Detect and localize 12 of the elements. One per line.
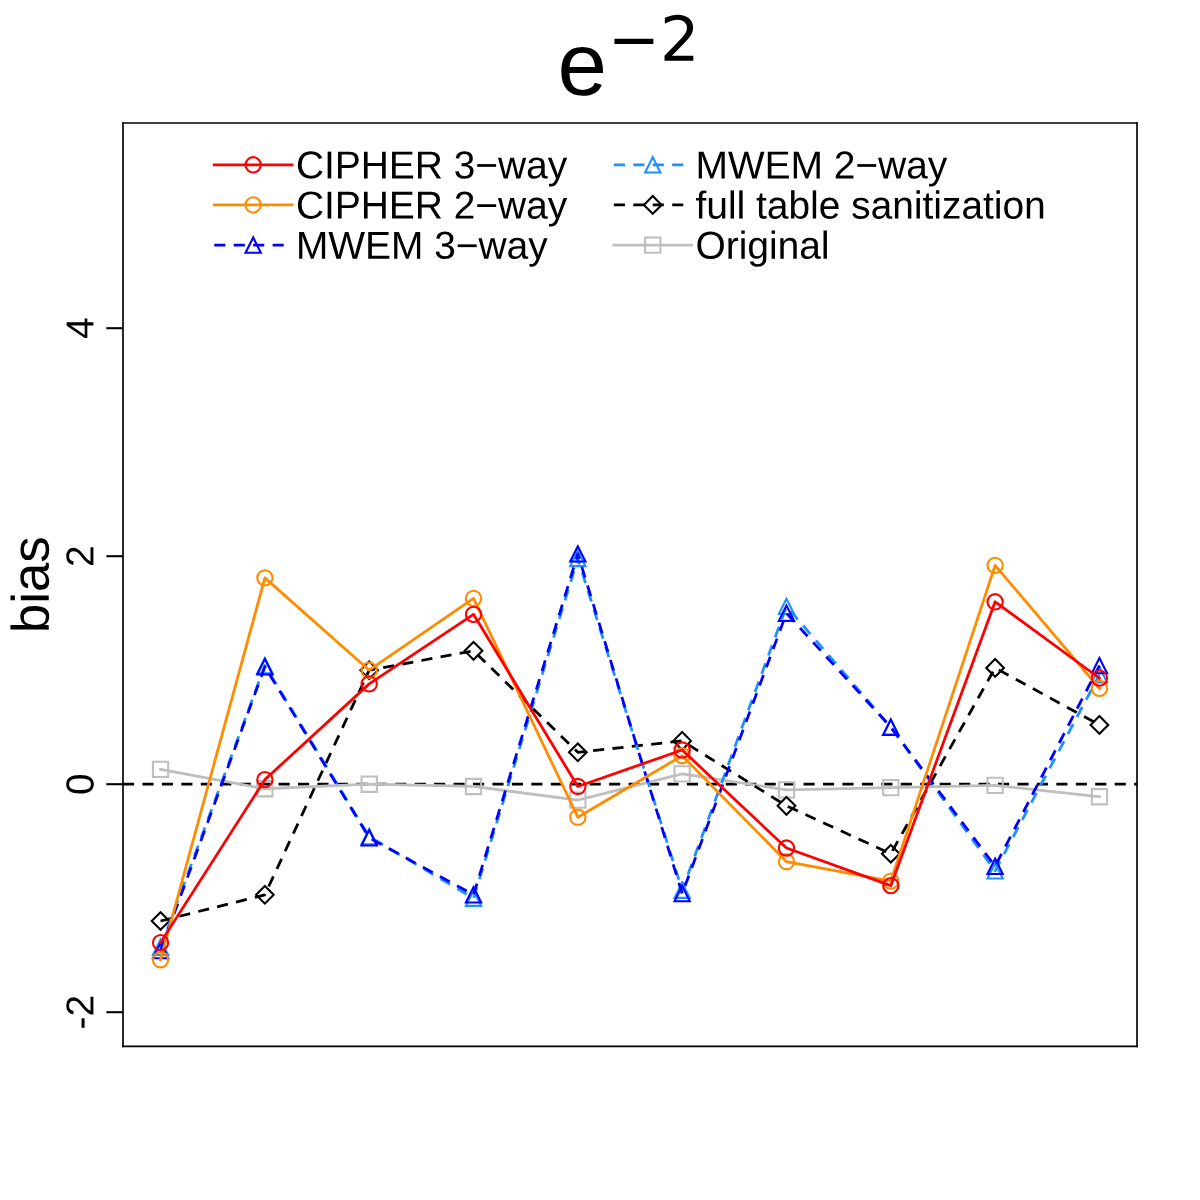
y-tick-label: 4: [66, 318, 94, 339]
chart-title: e$^{−2}$: [561, 14, 694, 96]
legend-label: CIPHER 3−way: [297, 151, 568, 187]
y-tick-label: 0: [66, 774, 94, 794]
y-axis-title: bias: [10, 538, 50, 630]
legend-label: MWEM 3−way: [299, 231, 548, 267]
legend-label: CIPHER 2−way: [297, 191, 568, 227]
y-tick-label: 2: [66, 547, 94, 566]
y-tick-label: -2: [66, 996, 94, 1028]
legend-label: full table sanitization: [696, 190, 1044, 219]
legend-label: Original: [697, 230, 827, 267]
legend-label: MWEM 2−way: [698, 151, 948, 187]
